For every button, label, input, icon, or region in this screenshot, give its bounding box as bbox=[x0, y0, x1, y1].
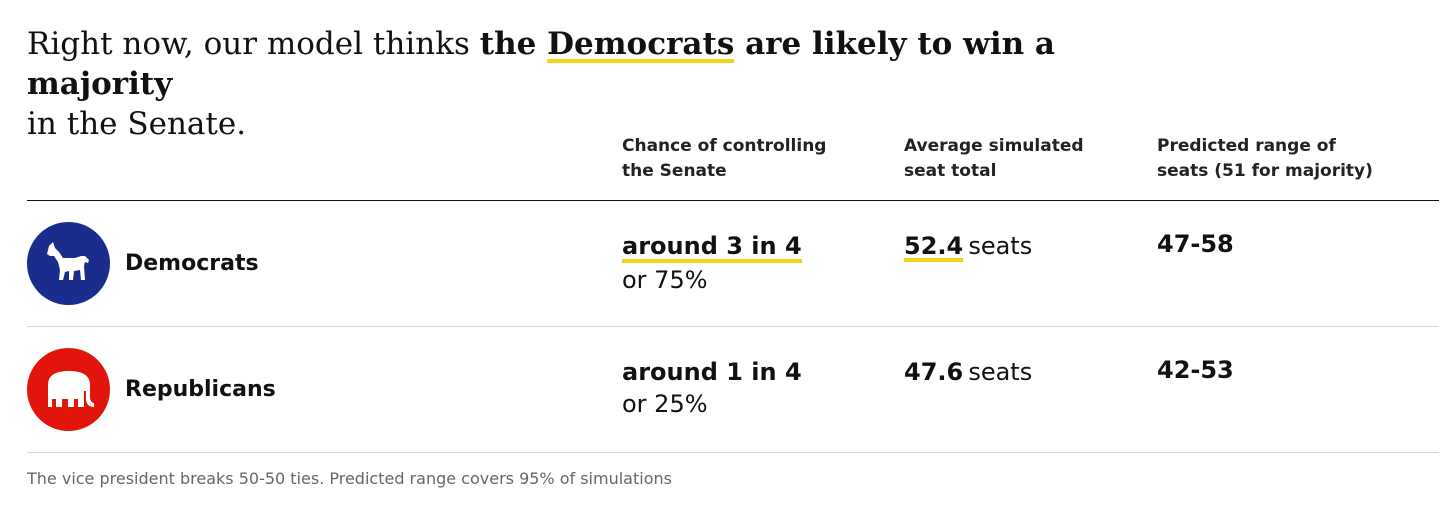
range-cell-democrats: 47-58 bbox=[1157, 230, 1234, 258]
donkey-icon bbox=[27, 222, 110, 305]
range-cell-republicans: 42-53 bbox=[1157, 356, 1234, 384]
footnote: The vice president breaks 50-50 ties. Pr… bbox=[27, 469, 672, 488]
chance-main: around 1 in 4 bbox=[622, 358, 802, 386]
headline: Right now, our model thinks the Democrat… bbox=[27, 24, 1127, 144]
elephant-icon bbox=[27, 348, 110, 431]
avg-seats-value: 47.6 bbox=[904, 358, 964, 386]
column-header-chance: Chance of controlling the Senate bbox=[622, 136, 827, 181]
chance-cell-democrats: around 3 in 4 or 75% bbox=[622, 231, 802, 297]
avg-seats-cell-republicans: 47.6 seats bbox=[904, 357, 1032, 390]
avg-seats-value: 52.4 bbox=[904, 232, 964, 262]
chance-cell-republicans: around 1 in 4 or 25% bbox=[622, 357, 802, 421]
avg-seats-unit: seats bbox=[968, 232, 1033, 260]
table-header-divider bbox=[27, 200, 1439, 201]
headline-party: Democrats bbox=[547, 26, 735, 63]
column-header-range: Predicted range of seats (51 for majorit… bbox=[1157, 136, 1373, 181]
column-header-average: Average simulated seat total bbox=[904, 136, 1084, 181]
row-divider bbox=[27, 326, 1439, 327]
party-name-republicans: Republicans bbox=[125, 377, 276, 402]
party-name-democrats: Democrats bbox=[125, 251, 259, 276]
headline-suffix: in the Senate. bbox=[27, 106, 247, 142]
chance-percent: or 25% bbox=[622, 390, 708, 418]
headline-bold: the Democrats are likely to win a majori… bbox=[27, 26, 1056, 102]
chance-percent: or 75% bbox=[622, 266, 708, 294]
avg-seats-unit: seats bbox=[968, 358, 1033, 386]
headline-prefix: Right now, our model thinks bbox=[27, 26, 480, 62]
chance-main: around 3 in 4 bbox=[622, 231, 802, 263]
table-bottom-divider bbox=[27, 452, 1439, 453]
avg-seats-cell-democrats: 52.4 seats bbox=[904, 231, 1032, 264]
